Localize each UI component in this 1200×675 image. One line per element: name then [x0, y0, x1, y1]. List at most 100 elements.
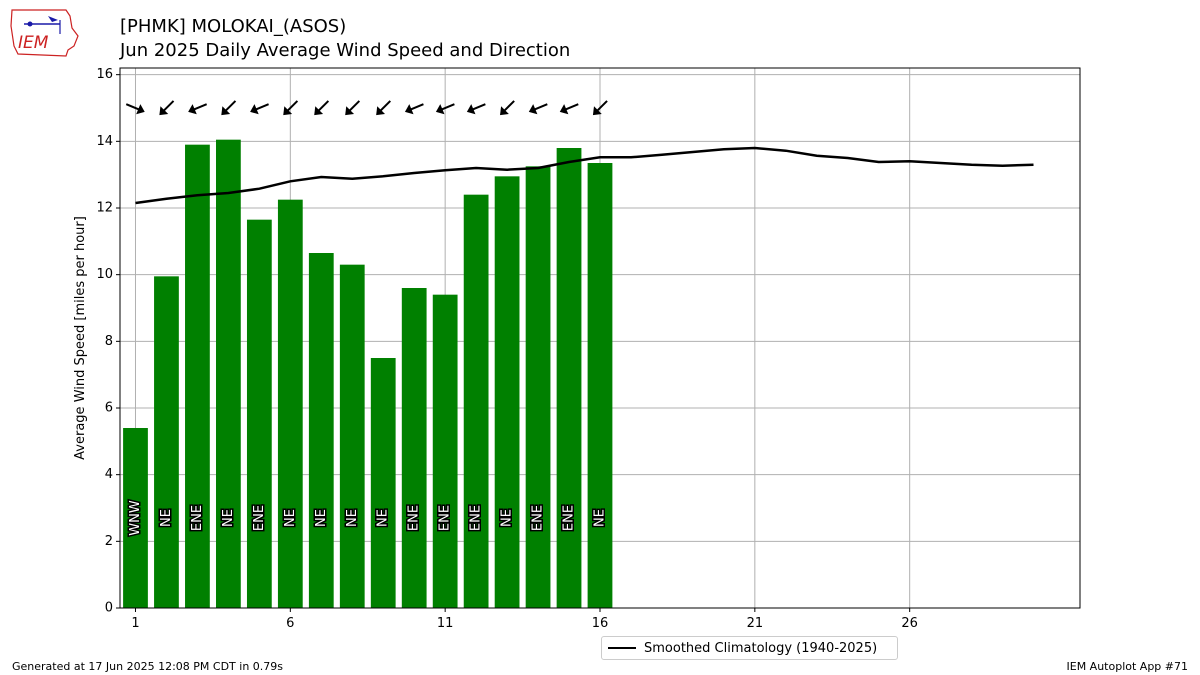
- wind-speed-bar: [154, 276, 179, 608]
- wind-speed-bar: [587, 163, 613, 608]
- wind-direction-arrow: [159, 100, 175, 116]
- y-tick-label: 16: [96, 67, 113, 82]
- logo-text: IEM: [18, 33, 49, 53]
- climatology-line-layer: [135, 146, 1034, 205]
- wind-speed-bar: [556, 148, 582, 608]
- wind-speed-bar: [246, 219, 272, 608]
- wind-speed-bar: [463, 194, 489, 608]
- direction-label: NE: [283, 509, 298, 527]
- arrow-shaft: [224, 100, 237, 112]
- y-tick-label: 14: [96, 134, 113, 149]
- bar-layer: [123, 139, 613, 609]
- arrow-shaft: [125, 103, 140, 111]
- legend-line-swatch: [608, 647, 636, 649]
- arrow-shaft: [348, 100, 361, 112]
- arrow-head: [435, 104, 445, 115]
- arrow-shaft: [286, 100, 299, 112]
- wind-speed-bar: [216, 139, 241, 608]
- direction-label: NE: [345, 509, 360, 527]
- direction-label: NE: [221, 509, 236, 527]
- arrow-shaft: [410, 103, 424, 111]
- direction-label: ENE: [190, 505, 205, 531]
- direction-label: NE: [159, 509, 174, 527]
- legend-label: Smoothed Climatology (1940-2025): [644, 640, 878, 656]
- wind-direction-arrow: [592, 100, 608, 116]
- wind-speed-bar: [494, 176, 520, 609]
- arrow-head: [136, 104, 145, 115]
- arrow-shaft: [162, 100, 175, 112]
- wind-direction-arrow: [500, 100, 515, 116]
- wind-direction-arrow: [188, 103, 208, 115]
- direction-label: NE: [593, 509, 608, 527]
- wind-direction-arrow: [404, 103, 424, 115]
- footer-app: IEM Autoplot App #71: [1066, 660, 1189, 673]
- wind-speed-bar: [277, 199, 303, 608]
- y-axis-label: Average Wind Speed [miles per hour]: [73, 216, 88, 460]
- x-tick-label: 6: [286, 616, 294, 631]
- arrow-shaft: [379, 100, 392, 112]
- direction-label: ENE: [469, 505, 484, 531]
- arrow-head: [345, 106, 355, 116]
- wind-speed-bar: [339, 264, 365, 608]
- arrow-shaft: [503, 100, 515, 112]
- arrow-head: [559, 104, 569, 115]
- direction-label: NE: [376, 509, 391, 527]
- arrow-head: [314, 106, 324, 116]
- wind-direction-arrow: [466, 103, 486, 115]
- y-tick-label: 2: [105, 534, 113, 549]
- direction-label: ENE: [252, 505, 267, 531]
- x-tick-label: 26: [901, 616, 918, 631]
- y-tick-label: 0: [105, 601, 113, 616]
- arrow-head: [528, 104, 538, 115]
- direction-label-layer: WNW NE ENE NE ENE NE NE NE NE ENE ENE ENE NE ENE ENE NE: [126, 499, 609, 538]
- wind-speed-bar: [123, 428, 148, 608]
- x-tick-label: 21: [747, 616, 764, 631]
- arrow-head: [404, 104, 414, 115]
- arrow-head: [376, 106, 385, 116]
- arrow-shaft: [255, 103, 269, 111]
- climatology-line: [135, 146, 1034, 205]
- wind-direction-arrow: [559, 103, 579, 115]
- arrow-head: [250, 104, 259, 115]
- direction-label: WNW: [128, 500, 143, 536]
- y-tick-label: 8: [105, 334, 113, 349]
- direction-label: ENE: [407, 505, 422, 531]
- x-tick-label: 11: [437, 616, 454, 631]
- wind-speed-bar: [432, 294, 458, 608]
- wind-direction-arrow: [250, 103, 269, 115]
- wind-speed-bar: [308, 253, 334, 608]
- arrow-shaft: [564, 103, 579, 111]
- direction-label: NE: [314, 509, 329, 527]
- chart-title: [PHMK] MOLOKAI_(ASOS): [120, 16, 347, 37]
- wind-direction-arrow: [376, 100, 392, 116]
- arrow-shaft: [441, 103, 455, 111]
- x-tick-label: 16: [592, 616, 609, 631]
- wind-direction-arrow: [221, 100, 237, 116]
- arrow-head: [221, 106, 231, 116]
- direction-label: ENE: [438, 505, 453, 531]
- wind-arrow-layer: [125, 100, 608, 116]
- y-tick-label: 12: [96, 201, 113, 216]
- arrow-head: [159, 106, 169, 116]
- chart-subtitle: Jun 2025 Daily Average Wind Speed and Di…: [120, 40, 571, 61]
- wind-speed-bar: [185, 144, 210, 608]
- arrow-head: [500, 106, 509, 116]
- direction-label: ENE: [562, 505, 577, 531]
- wind-speed-bar: [525, 166, 551, 609]
- wind-direction-arrow: [528, 103, 548, 115]
- y-tick-label: 10: [96, 267, 113, 282]
- iem-logo: IEM: [10, 9, 79, 57]
- wind-direction-arrow: [314, 100, 330, 116]
- arrow-head: [283, 106, 293, 116]
- arrow-shaft: [193, 103, 208, 111]
- y-tick-label: 4: [105, 467, 113, 482]
- wind-direction-arrow: [283, 100, 299, 116]
- arrow-shaft: [596, 100, 608, 112]
- x-tick-label: 1: [131, 616, 139, 631]
- wind-speed-bar: [370, 358, 396, 608]
- y-tick-label: 6: [105, 401, 113, 416]
- wind-direction-arrow: [345, 100, 361, 116]
- direction-label: ENE: [531, 505, 546, 531]
